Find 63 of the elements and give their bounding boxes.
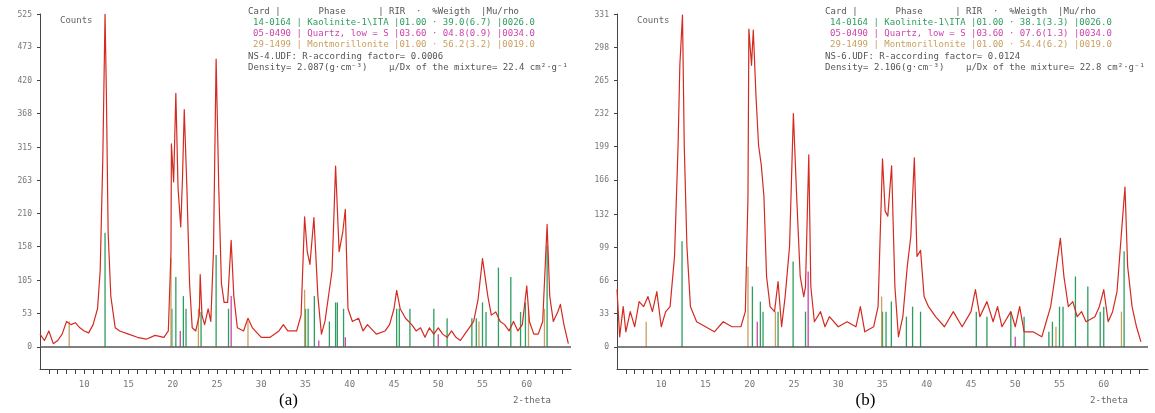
legend-title: Card | Phase | RIR · %Weigth |Mu/rho	[248, 5, 520, 16]
y-tick-label: 298	[594, 42, 610, 52]
x-tick-label: 10	[655, 378, 667, 389]
text: 29-1499 | Montmorillonite |01.00 · 54.4(6.2) |0019.0	[830, 38, 1112, 49]
x-tick-label: 15	[123, 378, 134, 389]
x-tick-label: 50	[432, 378, 444, 389]
y-tick-label: 265	[594, 75, 610, 85]
x-tick-label: 20	[167, 378, 179, 389]
annotation: NS-6.UDF: R-according factor= 0.0124	[825, 50, 1021, 61]
y-tick-label: 210	[17, 209, 33, 219]
y-tick-label: 199	[594, 142, 610, 152]
y-tick-label: 99	[599, 242, 610, 252]
y-tick-label: 105	[17, 275, 33, 285]
text: (b)	[855, 390, 876, 409]
annotation: Density= 2.106(g·cm⁻³) μ/Dx of the mixture= 22.8 cm²·g⁻¹	[825, 61, 1145, 72]
x-tick-label: 15	[700, 378, 711, 389]
text: 05-0490 | Quartz, low = S |03.60 · 07.6(1.3) |0034.0	[830, 27, 1112, 38]
x-tick-label: 40	[344, 378, 356, 389]
y-tick-label: 473	[17, 42, 33, 52]
x-tick-label: 30	[832, 378, 844, 389]
y-tick-label: 368	[17, 109, 33, 119]
x-axis-title: 2-theta	[1090, 394, 1128, 405]
y-axis-title: Counts	[60, 14, 93, 25]
y-tick-label: 525	[17, 9, 33, 19]
y-tick-label: 166	[594, 175, 610, 185]
x-tick-label: 45	[965, 378, 977, 389]
line-series	[616, 14, 1142, 343]
y-tick-label: 263	[17, 175, 33, 185]
y-tick-label: 66	[599, 276, 610, 285]
y-tick-label: 0	[27, 342, 33, 352]
legend-title: Card | Phase | RIR · %Weigth |Mu/rho	[825, 5, 1097, 16]
annotation: NS-4.UDF: R-according factor= 0.0006	[248, 50, 444, 61]
x-tick-label: 30	[255, 378, 267, 389]
x-tick-label: 10	[78, 378, 90, 389]
x-tick-label: 40	[921, 378, 933, 389]
y-tick-label: 53	[22, 308, 33, 318]
y-tick-label: 33	[599, 309, 610, 319]
x-tick-label: 60	[521, 378, 533, 389]
x-tick-label: 35	[877, 378, 888, 389]
y-tick-label: 232	[594, 109, 610, 119]
y-axis-title: Counts	[637, 14, 670, 25]
y-tick-label: 0	[604, 342, 610, 352]
x-tick-label: 60	[1098, 378, 1110, 389]
x-tick-label: 55	[1054, 378, 1065, 389]
x-tick-label: 20	[744, 378, 756, 389]
x-tick-label: 25	[788, 378, 800, 389]
y-tick-label: 158	[17, 242, 33, 252]
y-tick-label: 331	[594, 9, 610, 19]
x-tick-label: 50	[1009, 378, 1021, 389]
x-tick-label: 25	[211, 378, 223, 389]
text: 29-1499 | Montmorillonite |01.00 · 56.2(3.2) |0019.0	[253, 38, 535, 49]
text: 14-0164 | Kaolinite-1\ITA |01.00 · 38.1(3.3) |0026.0	[830, 16, 1112, 27]
text: 05-0490 | Quartz, low = S |03.60 · 04.8(0.9) |0034.0	[253, 27, 535, 38]
x-tick-label: 55	[477, 378, 488, 389]
x-axis-title: 2-theta	[513, 394, 551, 405]
text: (a)	[279, 390, 298, 409]
text: 14-0164 | Kaolinite-1\ITA |01.00 · 39.0(6.7) |0026.0	[253, 16, 535, 27]
annotation: Density= 2.087(g·cm⁻³) μ/Dx of the mixture= 22.4 cm²·g⁻¹	[248, 61, 568, 72]
y-tick-label: 132	[594, 209, 610, 219]
y-tick-label: 420	[17, 76, 33, 86]
y-tick-label: 315	[17, 142, 33, 152]
x-tick-label: 35	[300, 378, 311, 389]
x-tick-label: 45	[388, 378, 400, 389]
